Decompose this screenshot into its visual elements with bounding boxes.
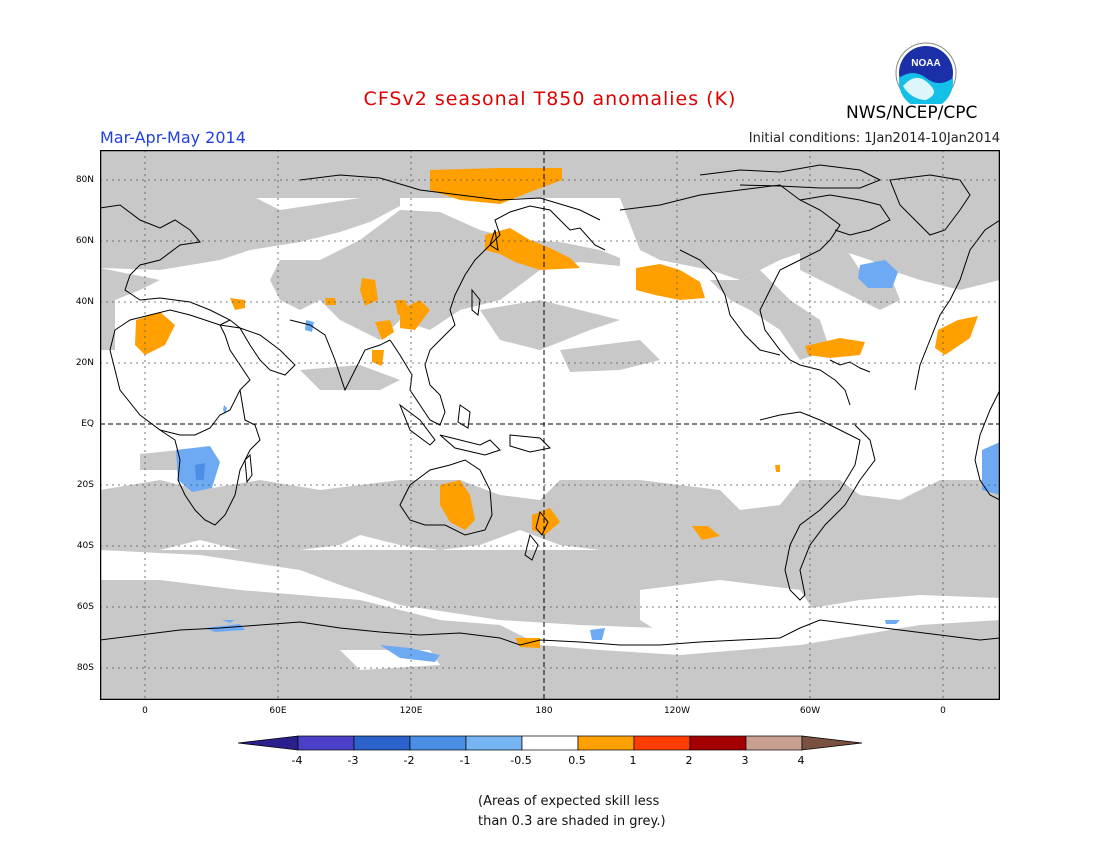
colorbar-swatch: [353, 735, 411, 751]
lon-label-60e: 60E: [269, 706, 287, 716]
graticule: [100, 150, 1000, 700]
agency-label: NWS/NCEP/CPC: [846, 103, 978, 123]
lat-label-40s: 40S: [76, 541, 94, 551]
map-svg: [99, 149, 1001, 701]
colorbar-label: 1: [629, 754, 637, 767]
colorbar-swatch: [297, 735, 355, 751]
colorbar-left-arrow: [238, 735, 299, 751]
colorbar-right-arrow: [801, 735, 863, 751]
colorbar-label: 4: [797, 754, 805, 767]
colorbar-label: -0.5: [510, 754, 532, 767]
stronger-cool-anomaly: [195, 463, 205, 480]
colorbar-swatch: [465, 735, 523, 751]
lon-label-120e: 120E: [399, 706, 423, 716]
lat-label-60s: 60S: [76, 602, 94, 612]
coastlines: [99, 164, 1001, 646]
colorbar-swatch: [745, 735, 803, 751]
colorbar-label: 0.5: [568, 754, 586, 767]
initial-conditions-label: Initial conditions: 1Jan2014-10Jan2014: [748, 131, 1000, 146]
colorbar-label: -3: [347, 754, 359, 767]
colorbar-swatch: [633, 735, 691, 751]
colorbar-label: -2: [403, 754, 415, 767]
colorbar-label: -1: [459, 754, 471, 767]
colorbar-swatch: [409, 735, 467, 751]
map-frame: [99, 149, 1001, 701]
noaa-logo: NOAA: [895, 42, 957, 104]
colorbar-label: 2: [685, 754, 693, 767]
lon-label-0-east: 0: [940, 706, 946, 716]
colorbar-swatch: [577, 735, 635, 751]
map-title: CFSv2 seasonal T850 anomalies (K): [363, 88, 737, 110]
footnote-line-2: than 0.3 are shaded in grey.): [478, 814, 666, 829]
lat-label-80n: 80N: [75, 175, 94, 185]
lat-label-eq: EQ: [81, 419, 94, 429]
lon-label-120w: 120W: [663, 706, 691, 716]
lat-label-20s: 20S: [76, 480, 94, 490]
logo-text: NOAA: [911, 58, 940, 69]
lon-label-60w: 60W: [799, 706, 821, 716]
lat-label-80s: 80S: [76, 663, 94, 673]
equator-dateline: [100, 150, 1000, 700]
lat-label-20n: 20N: [75, 358, 94, 368]
colorbar-label: 3: [741, 754, 749, 767]
lon-label-0: 0: [142, 706, 148, 716]
footnote-line-1: (Areas of expected skill less: [478, 794, 660, 809]
anomaly-map: [99, 149, 1001, 701]
colorbar-swatch: [521, 735, 579, 751]
colorbar-swatch: [689, 735, 747, 751]
colorbar-label: -4: [291, 754, 303, 767]
lat-label-40n: 40N: [75, 297, 94, 307]
colorbar: [238, 735, 863, 751]
footnote: (Areas of expected skill less than 0.3 a…: [478, 792, 666, 832]
lon-label-180: 180: [535, 706, 553, 716]
lat-label-60n: 60N: [75, 236, 94, 246]
season-label: Mar-Apr-May 2014: [100, 128, 246, 147]
